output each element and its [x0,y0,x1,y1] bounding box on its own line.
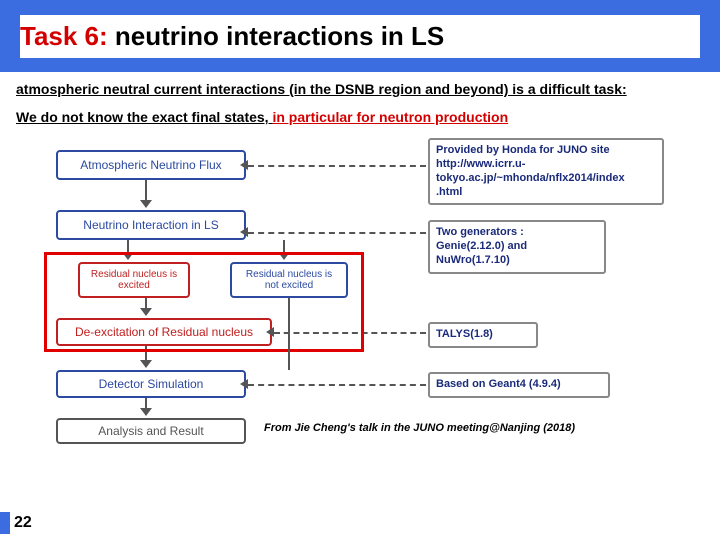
task-label: Task 6: [20,21,108,51]
highlight-box [44,252,364,352]
paragraph-2: We do not know the exact final states, i… [0,100,720,128]
dash-connector [248,165,426,167]
flow-box-flux: Atmospheric Neutrino Flux [56,150,246,180]
arrow-left-icon [240,160,248,170]
dash-connector [248,232,426,234]
flowchart: Atmospheric Neutrino Flux Neutrino Intera… [16,132,704,444]
dash-connector [248,384,426,386]
arrow-down-line [145,180,147,202]
flow-box-interact: Neutrino Interaction in LS [56,210,246,240]
arrow-down-icon [140,408,152,416]
annotation-talys: TALYS(1.8) [428,322,538,348]
annotation-geant: Based on Geant4 (4.9.4) [428,372,610,398]
bypass-line [288,298,290,370]
arrow-left-icon [240,379,248,389]
annotation-honda: Provided by Honda for JUNO sitehttp://ww… [428,138,664,205]
title-rest: neutrino interactions in LS [108,21,445,51]
header-band: Task 6: neutrino interactions in LS [0,0,720,72]
page-title: Task 6: neutrino interactions in LS [20,15,700,58]
paragraph-1: atmospheric neutral current interactions… [0,72,720,100]
page-number: 22 [14,514,32,532]
annotation-gen: Two generators :Genie(2.12.0) andNuWro(1… [428,220,606,273]
flow-box-detsim: Detector Simulation [56,370,246,398]
credit-text: From Jie Cheng's talk in the JUNO meetin… [264,422,575,434]
flow-box-analysis: Analysis and Result [56,418,246,444]
arrow-down-icon [140,360,152,368]
arrow-down-icon [140,200,152,208]
page-accent [0,512,10,534]
arrow-left-icon [240,227,248,237]
